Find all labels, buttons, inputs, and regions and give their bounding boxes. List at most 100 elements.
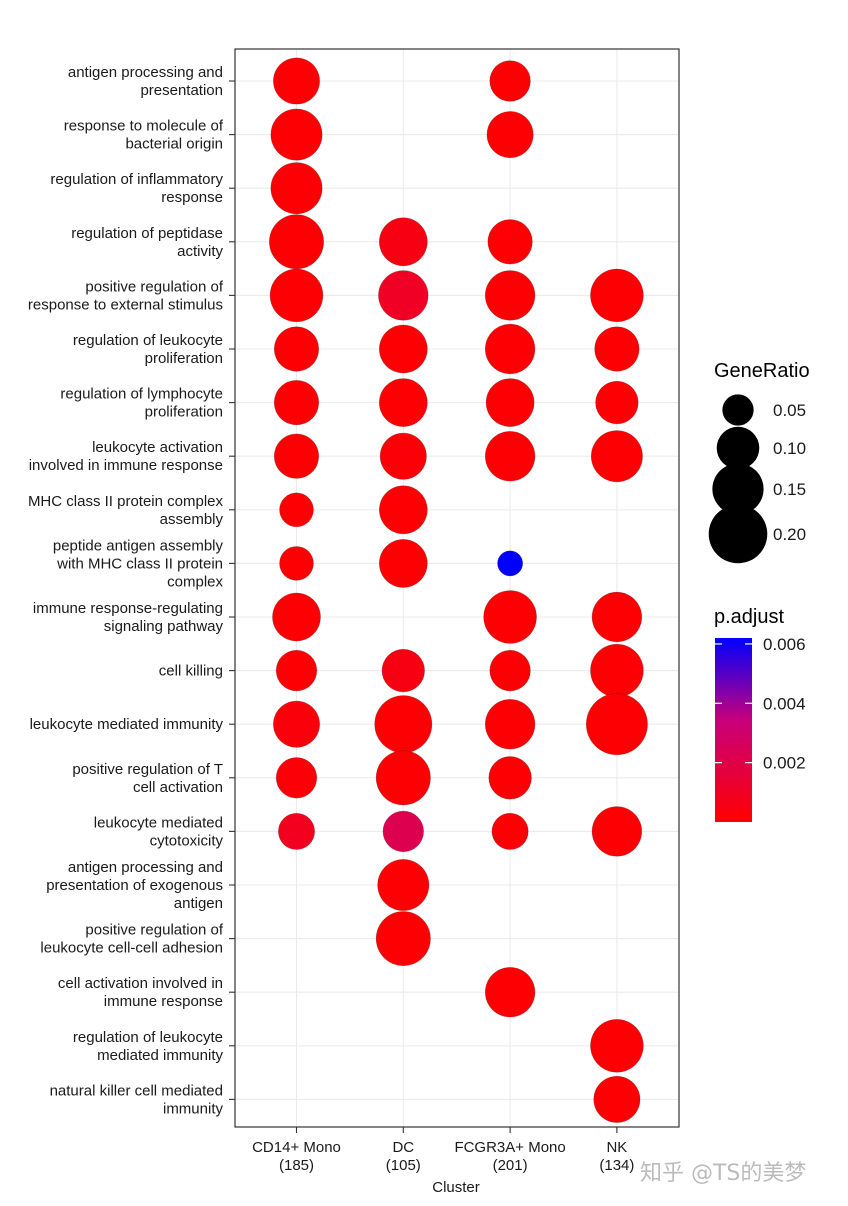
y-tick-label: response to external stimulus (28, 296, 223, 313)
y-tick-label: with MHC class II protein (56, 555, 223, 572)
x-tick-label-count: (105) (386, 1157, 421, 1174)
dot-point (273, 433, 320, 479)
dot-point (273, 326, 320, 372)
size-legend-dot (716, 426, 760, 470)
x-tick-label-name: DC (392, 1139, 414, 1156)
dot-point (594, 326, 640, 372)
x-tick-label-count: (201) (493, 1157, 528, 1174)
y-tick-label: natural killer cell mediated (50, 1082, 223, 1099)
dot-point (585, 693, 648, 756)
data-points (269, 57, 648, 1123)
y-tick-label: involved in immune response (29, 457, 223, 474)
y-tick-label: assembly (160, 511, 224, 528)
dot-point (379, 378, 428, 427)
y-tick-label: presentation (140, 82, 223, 99)
dot-point (275, 649, 318, 692)
dot-point (489, 649, 531, 692)
dot-point (375, 911, 431, 967)
size-legend-title: GeneRatio (714, 360, 810, 382)
y-tick-label: regulation of inflammatory (50, 171, 223, 188)
dot-point (275, 757, 318, 799)
dot-point (379, 432, 427, 480)
x-tick-label-count: (185) (279, 1157, 314, 1174)
dot-point (270, 108, 323, 161)
y-tick-label: immunity (163, 1100, 224, 1117)
dot-point (273, 700, 320, 748)
x-tick-label-count: (134) (599, 1157, 634, 1174)
dot-point (279, 492, 314, 528)
y-tick-label: bacterial origin (125, 136, 223, 153)
dot-point (278, 812, 315, 850)
size-legend-label: 0.05 (773, 401, 806, 420)
dot-point (593, 1075, 641, 1123)
dot-point (590, 268, 644, 323)
dot-point (379, 539, 428, 588)
y-tick-label: presentation of exogenous (46, 877, 223, 894)
color-legend: p.adjust 0.006 0.004 0.002 (714, 606, 806, 822)
y-axis-labels: antigen processing andpresentationrespon… (28, 64, 235, 1117)
y-tick-label: signaling pathway (104, 618, 224, 635)
y-tick-label: activity (177, 243, 223, 260)
dot-point (270, 162, 323, 215)
dot-point (591, 591, 643, 643)
dot-point (269, 214, 324, 270)
y-tick-label: cell killing (159, 663, 223, 680)
y-tick-label: leukocyte mediated (94, 814, 223, 831)
dot-point (374, 695, 433, 754)
y-tick-label: leukocyte activation (92, 439, 223, 456)
dot-point (484, 431, 536, 482)
dot-point (273, 380, 320, 426)
y-tick-label: positive regulation of T (72, 761, 223, 778)
dot-point (378, 270, 429, 321)
size-legend-dot (708, 504, 768, 564)
y-tick-label: immune response (104, 993, 223, 1010)
dot-point (590, 1019, 644, 1073)
y-tick-label: regulation of peptidase (71, 225, 223, 242)
y-tick-label: proliferation (145, 350, 223, 367)
dot-point (484, 967, 536, 1018)
color-legend-label: 0.004 (763, 694, 806, 713)
y-tick-label: leukocyte mediated immunity (30, 716, 224, 733)
x-axis-labels: CD14+ Mono(185) DC(105) FCGR3A+ Mono(201) N… (252, 1127, 634, 1174)
dot-point (377, 859, 430, 911)
y-tick-label: mediated immunity (97, 1047, 223, 1064)
size-legend-label: 0.20 (773, 525, 806, 544)
y-tick-label: regulation of leukocyte (73, 332, 223, 349)
y-tick-label: regulation of lymphocyte (60, 386, 223, 403)
dot-point (485, 378, 535, 427)
dot-point (273, 57, 320, 105)
color-legend-label: 0.006 (763, 635, 806, 654)
dot-point (590, 430, 643, 483)
dot-point (484, 699, 536, 750)
dot-point (279, 546, 314, 581)
dot-point (483, 590, 537, 644)
dot-point (272, 592, 321, 642)
size-legend-label: 0.15 (773, 480, 806, 499)
x-axis-title: Cluster (432, 1179, 480, 1196)
y-tick-label: antigen processing and (68, 859, 223, 876)
dot-point (486, 111, 534, 159)
dot-point (488, 756, 532, 800)
y-tick-label: regulation of leukocyte (73, 1029, 223, 1046)
dot-point (497, 550, 523, 577)
x-tick-label-name: FCGR3A+ Mono (454, 1139, 565, 1156)
y-tick-label: response (161, 189, 223, 206)
size-legend: GeneRatio 0.05 0.10 0.15 0.20 (708, 360, 810, 564)
watermark: 知乎 @TS的美梦 (640, 1161, 807, 1186)
y-tick-label: antigen (174, 895, 223, 912)
y-tick-label: antigen processing and (68, 64, 223, 81)
y-tick-label: leukocyte cell-cell adhesion (40, 940, 223, 957)
dot-point (379, 324, 428, 374)
dot-point (382, 810, 424, 853)
dot-point (484, 323, 536, 375)
dot-point (484, 270, 536, 321)
size-legend-dot (722, 394, 754, 426)
x-tick-label-name: CD14+ Mono (252, 1139, 341, 1156)
dot-point (595, 381, 639, 425)
dot-point (590, 643, 644, 698)
y-tick-label: MHC class II protein complex (28, 493, 224, 510)
dot-point (379, 217, 428, 267)
y-tick-label: peptide antigen assembly (53, 537, 224, 554)
size-legend-dot (712, 463, 764, 515)
